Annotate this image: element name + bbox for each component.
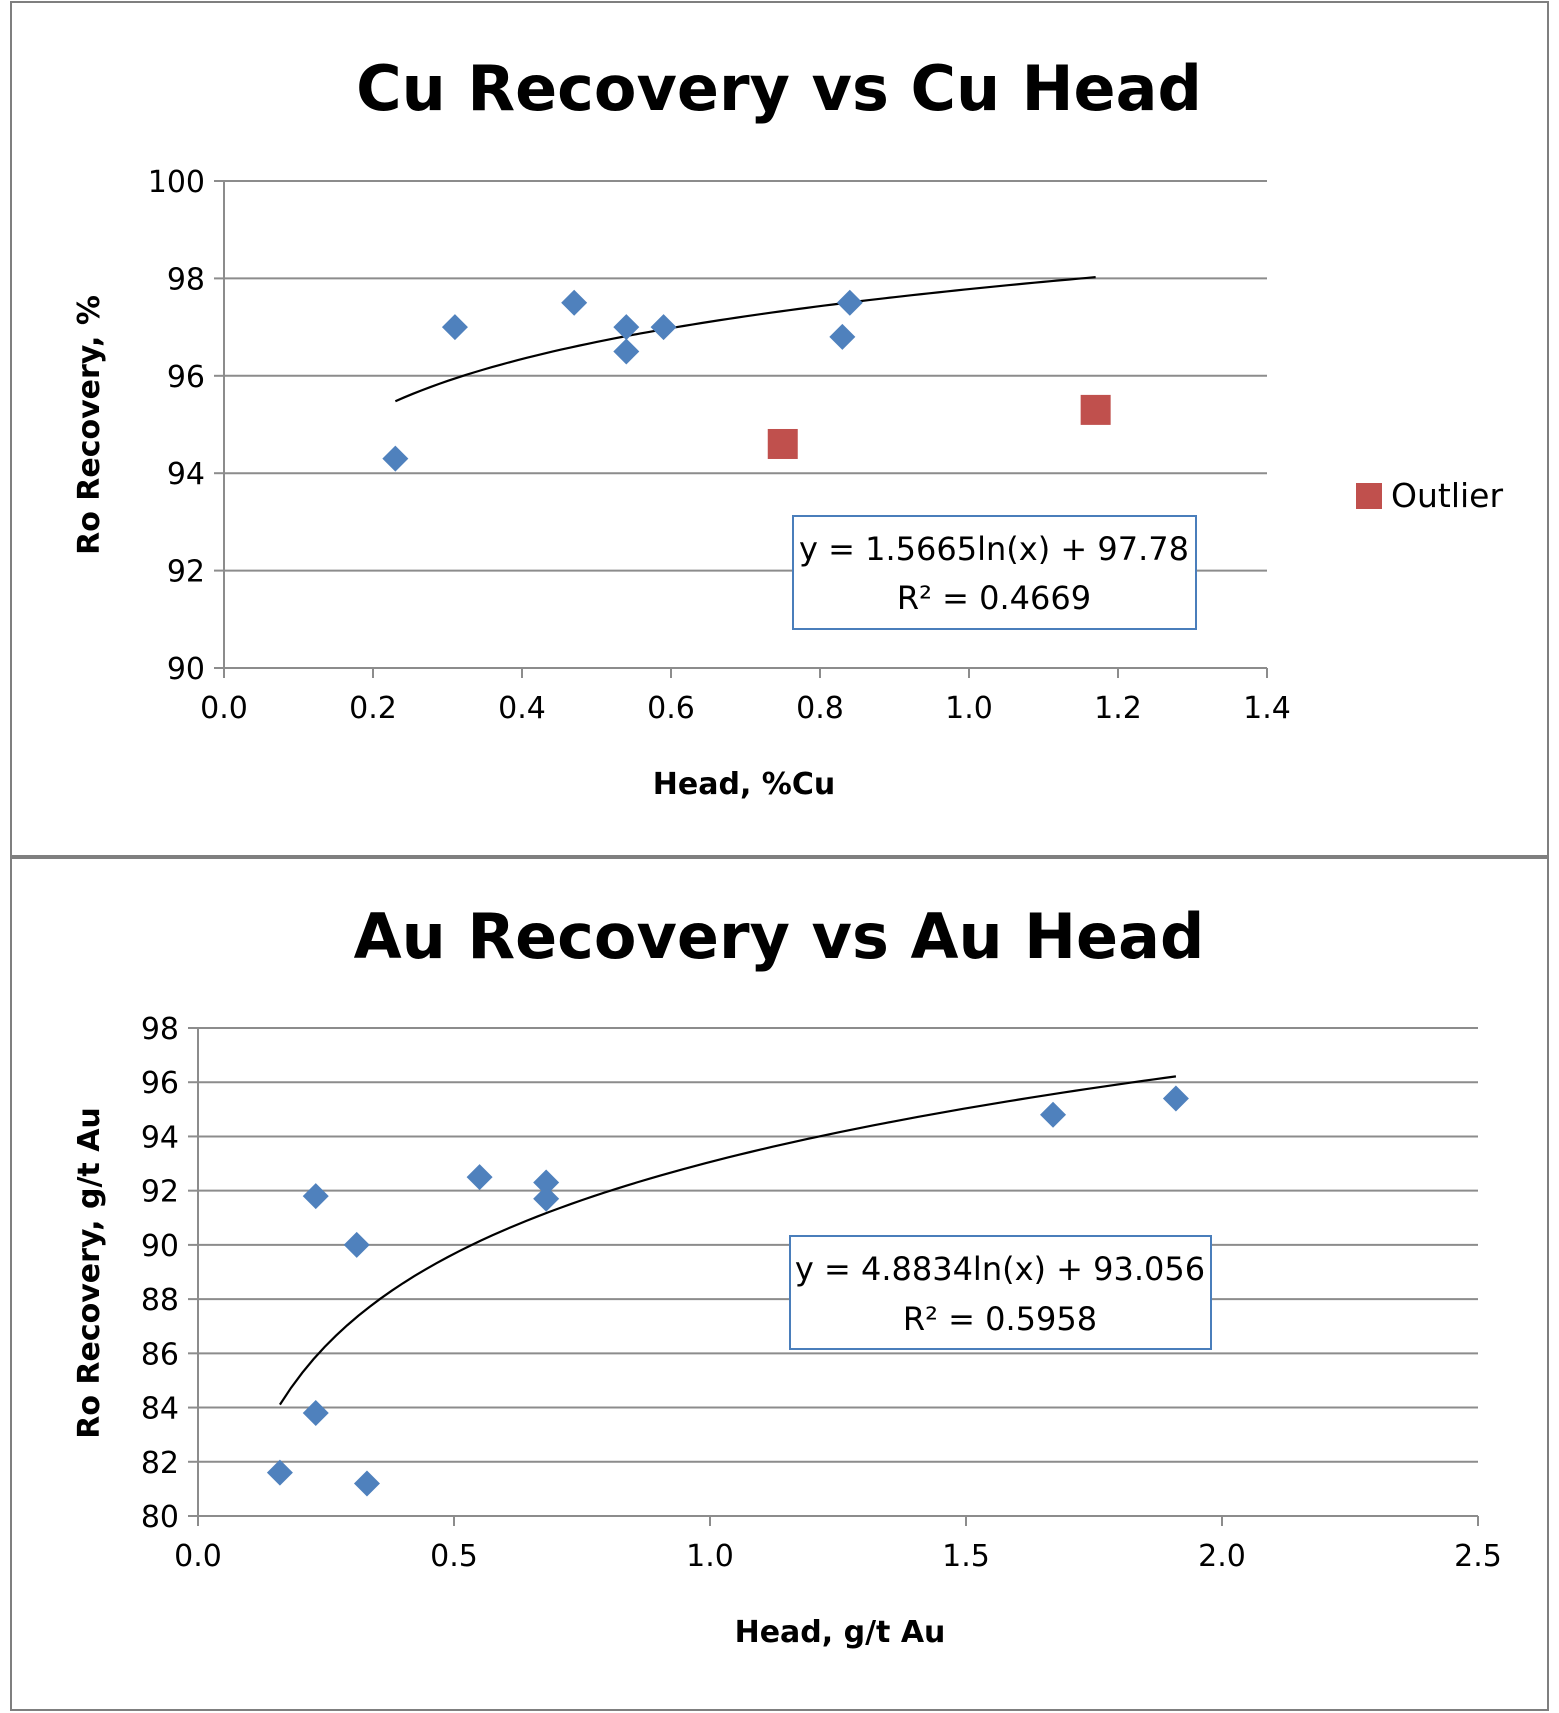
chart-1-data-points: [382, 289, 1111, 472]
y-tick-label: 96: [167, 360, 205, 395]
x-tick-label: 0.8: [796, 691, 844, 726]
chart-2-y-tick-labels: 80 82 84 86 88 90 92 94 96 98: [141, 1012, 179, 1535]
chart-2-equation-box: [789, 1235, 1212, 1350]
data-point-0-0: [382, 445, 409, 472]
x-tick-label: 0.0: [200, 691, 248, 726]
chart-1-x-axis-title: Head, %Cu: [653, 767, 835, 802]
chart-1-x-tick-labels: 0.0 0.2 0.4 0.6 0.8 1.0 1.2 1.4: [200, 691, 1291, 726]
data-point-0-6: [533, 1169, 560, 1196]
y-tick-label: 92: [141, 1175, 179, 1210]
chart-2-frame: [10, 857, 1549, 1711]
y-tick-label: 82: [141, 1446, 179, 1481]
chart-2-trendline: [279, 1075, 1177, 1406]
chart-1-y-tick-labels: 90 92 94 96 98 100: [148, 165, 205, 687]
outlier-point-1-0: [767, 428, 798, 459]
y-tick-label: 94: [141, 1120, 179, 1155]
data-point-0-4: [613, 338, 640, 365]
x-tick-label: 2.0: [1198, 1539, 1246, 1574]
chart-2-title: Au Recovery vs Au Head: [354, 900, 1205, 973]
y-tick-label: 96: [141, 1066, 179, 1101]
y-tick-label: 80: [141, 1500, 179, 1535]
data-point-0-3: [613, 314, 640, 341]
y-tick-label: 92: [167, 555, 205, 590]
data-point-0-1: [302, 1183, 329, 1210]
x-tick-label: 0.4: [498, 691, 546, 726]
chart-1-legend-label-outlier: Outlier: [1391, 476, 1503, 515]
y-tick-label: 90: [167, 652, 205, 687]
chart-2-y-axis-title: Ro Recovery, g/t Au: [72, 1107, 107, 1439]
data-point-0-5: [650, 314, 677, 341]
chart-1-title: Cu Recovery vs Cu Head: [356, 52, 1202, 125]
chart-2-x-axis-title: Head, g/t Au: [735, 1615, 946, 1650]
data-point-0-8: [1040, 1101, 1067, 1128]
chart-2-equation: y = 4.8834ln(x) + 93.056: [795, 1250, 1205, 1288]
chart-2-r-squared: R² = 0.5958: [903, 1300, 1097, 1338]
data-point-0-1: [441, 314, 468, 341]
x-tick-label: 1.0: [686, 1539, 734, 1574]
chart-2-x-tick-labels: 0.0 0.5 1.0 1.5 2.0 2.5: [174, 1539, 1502, 1574]
x-tick-label: 2.5: [1454, 1539, 1502, 1574]
data-point-0-7: [836, 289, 863, 316]
data-point-0-5: [466, 1164, 493, 1191]
x-tick-label: 0.5: [430, 1539, 478, 1574]
y-tick-label: 98: [167, 262, 205, 297]
chart-1-y-axis-title: Ro Recovery, %: [72, 295, 107, 555]
x-tick-label: 1.2: [1094, 691, 1142, 726]
x-tick-label: 1.4: [1243, 691, 1291, 726]
y-tick-label: 84: [141, 1392, 179, 1427]
data-point-0-4: [353, 1470, 380, 1497]
chart-1-legend-swatch-outlier: [1356, 483, 1382, 509]
chart-1-r-squared: R² = 0.4669: [897, 579, 1091, 617]
x-tick-label: 0.0: [174, 1539, 222, 1574]
x-tick-label: 1.5: [942, 1539, 990, 1574]
data-point-0-0: [266, 1459, 293, 1486]
chart-1-equation: y = 1.5665ln(x) + 97.78: [799, 530, 1189, 568]
chart-1-equation-box: [792, 515, 1197, 630]
x-tick-label: 0.6: [647, 691, 695, 726]
y-tick-label: 98: [141, 1012, 179, 1047]
data-point-0-9: [1162, 1085, 1189, 1112]
y-tick-label: 94: [167, 457, 205, 492]
data-point-0-6: [829, 323, 856, 350]
y-tick-label: 86: [141, 1337, 179, 1372]
y-tick-label: 90: [141, 1229, 179, 1264]
data-point-0-2: [302, 1399, 329, 1426]
data-point-0-7: [533, 1185, 560, 1212]
x-tick-label: 0.2: [349, 691, 397, 726]
outlier-point-1-1: [1080, 394, 1111, 425]
data-point-0-3: [343, 1231, 370, 1258]
y-tick-label: 100: [148, 165, 205, 200]
chart-1-trendline: [394, 276, 1096, 403]
chart-2-data-points: [266, 1085, 1189, 1497]
y-tick-label: 88: [141, 1283, 179, 1318]
data-point-0-2: [561, 289, 588, 316]
x-tick-label: 1.0: [945, 691, 993, 726]
